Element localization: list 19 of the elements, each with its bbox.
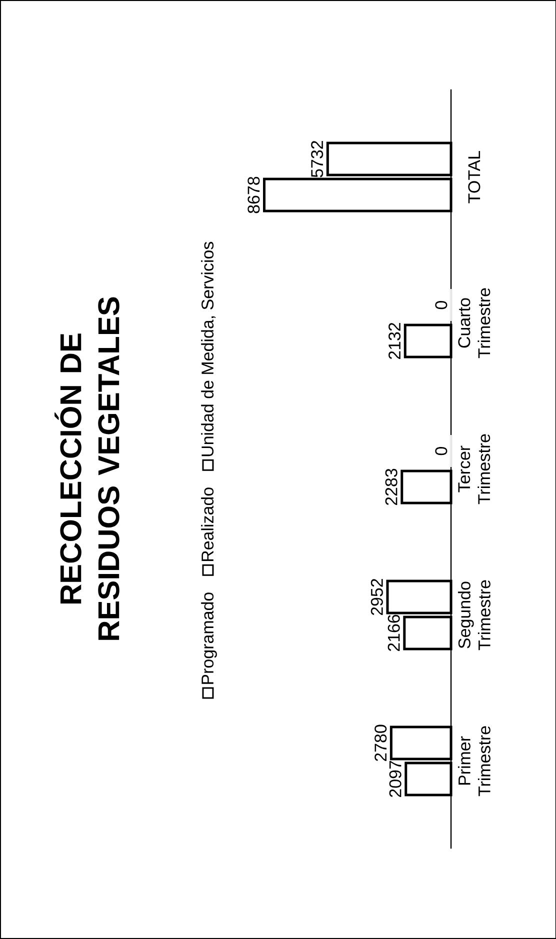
y-tick-label: TOTAL: [468, 150, 480, 204]
y-tick-label: Cuarto Trimestre: [458, 288, 490, 358]
legend-label: Programado: [200, 592, 217, 684]
data-label: 5732: [310, 141, 323, 178]
data-label: 2132: [388, 322, 400, 360]
y-tick-label: Segundo Trimestre: [458, 580, 490, 650]
data-label: 0: [434, 446, 448, 456]
legend-label: Realizado: [200, 488, 214, 561]
data-label: 2166: [388, 614, 400, 652]
text: Unidad de Medida, Servicios: [200, 242, 216, 456]
data-label: 0: [434, 300, 448, 310]
text: RECOLECCIÓN DE RESIDUOS VEGETALES: [54, 297, 120, 640]
data-label: 2952: [370, 579, 383, 616]
data-label: 2283: [385, 468, 398, 506]
y-tick-label: Primer Trimestre: [458, 726, 490, 796]
y-tick-label: Tercer Trimestre: [458, 434, 490, 504]
data-label: 8678: [247, 176, 260, 214]
data-label: 2097: [389, 760, 402, 798]
data-label: 2780: [374, 724, 386, 762]
